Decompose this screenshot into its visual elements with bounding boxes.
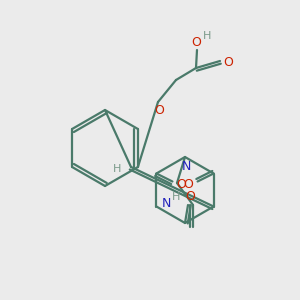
Text: N: N	[181, 160, 191, 172]
Text: O: O	[223, 56, 233, 68]
Text: O: O	[176, 178, 186, 191]
Text: H: H	[172, 191, 181, 202]
Text: H: H	[203, 31, 211, 41]
Text: N: N	[162, 197, 171, 210]
Text: O: O	[184, 178, 194, 191]
Text: O: O	[154, 103, 164, 116]
Text: H: H	[113, 164, 121, 174]
Text: O: O	[185, 190, 195, 202]
Text: O: O	[191, 35, 201, 49]
